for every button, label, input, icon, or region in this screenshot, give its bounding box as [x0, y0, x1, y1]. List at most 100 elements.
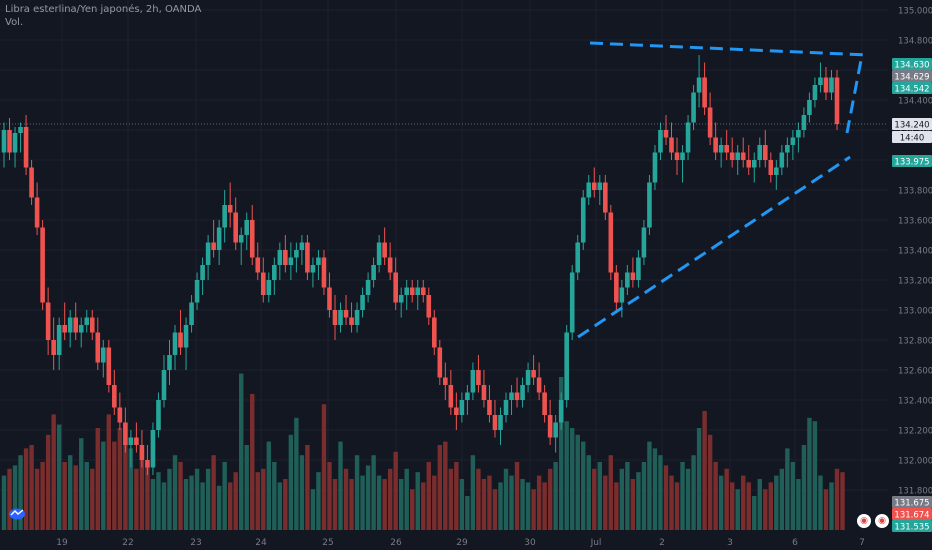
- candle-body: [211, 242, 216, 250]
- price-tick-label: 134.400: [898, 97, 932, 107]
- candle-body: [796, 130, 801, 138]
- volume-bar: [597, 462, 602, 530]
- volume-bar: [641, 462, 647, 530]
- candle-body: [73, 317, 79, 333]
- volume-bar: [45, 434, 51, 530]
- candle-body: [393, 272, 398, 303]
- volume-bar: [360, 475, 365, 530]
- time-axis[interactable]: 19 22 23 24 25 26 29 30 Jul 2 3 6 7: [56, 538, 865, 548]
- volume-bar: [658, 455, 663, 530]
- volume-bar: [294, 417, 299, 530]
- volume-bar: [840, 472, 845, 530]
- price-tick-label: 133.800: [898, 187, 932, 197]
- candle-body: [134, 437, 139, 445]
- candle-body: [443, 377, 448, 385]
- candle-body: [327, 287, 332, 310]
- candle-body: [128, 437, 134, 445]
- candle-body: [768, 160, 774, 175]
- time-tick-label: 30: [524, 538, 536, 548]
- candle-body: [216, 227, 222, 250]
- volume-bar: [647, 441, 652, 530]
- volume-bar: [387, 468, 393, 530]
- candle-body: [597, 182, 603, 190]
- volume-bar: [189, 475, 194, 530]
- volume-bar: [553, 462, 558, 530]
- candle-body: [829, 77, 834, 93]
- countdown-badge-bg: [892, 131, 932, 143]
- candle-body: [762, 145, 768, 160]
- volume-bar: [29, 445, 34, 530]
- volume-bar: [421, 482, 426, 530]
- candle-body: [547, 415, 553, 438]
- alert-bell-icon[interactable]: ◉: [875, 514, 889, 528]
- candle-body: [818, 77, 823, 85]
- candle-body: [536, 377, 542, 393]
- volume-bar: [735, 489, 740, 530]
- candle-body: [652, 152, 658, 183]
- price-tick-label: 131.800: [898, 487, 932, 497]
- volume-bar: [570, 428, 575, 530]
- volume-bar: [823, 489, 829, 530]
- volume-bar: [818, 475, 823, 530]
- volume-bar: [575, 434, 580, 530]
- volume-bar: [691, 455, 696, 530]
- alert-bell-icon[interactable]: ◉: [857, 514, 871, 528]
- volume-bar: [227, 482, 233, 530]
- candle-body: [156, 400, 161, 430]
- time-tick-label: 25: [322, 538, 333, 548]
- candle-body: [520, 385, 525, 400]
- candle-body: [713, 137, 718, 153]
- volume-bar: [531, 489, 536, 530]
- candle-body: [696, 77, 702, 93]
- volume-bar: [718, 475, 724, 530]
- volume-bar: [741, 475, 746, 530]
- candle-body: [305, 242, 310, 273]
- candle-body: [812, 85, 818, 100]
- candle-body: [89, 317, 95, 333]
- volume-bar: [266, 441, 271, 530]
- volume-bar: [481, 479, 487, 530]
- volume-bar: [696, 428, 702, 530]
- volume-bar: [101, 441, 106, 530]
- volume-bar: [476, 468, 481, 530]
- candle-body: [404, 287, 410, 295]
- volume-bar: [338, 441, 343, 530]
- volume-bar: [514, 462, 520, 530]
- grid: [0, 0, 888, 530]
- candle-body: [834, 77, 840, 124]
- volume-bar: [7, 468, 12, 530]
- candle-body: [387, 257, 393, 273]
- volume-bar: [415, 472, 420, 530]
- candle-body: [724, 145, 729, 153]
- candle-body: [29, 167, 34, 198]
- candle-body: [757, 145, 763, 160]
- trendlines[interactable]: [577, 41, 869, 339]
- volume-bar: [255, 472, 260, 530]
- time-tick-label: 7: [859, 538, 865, 548]
- candle-body: [150, 430, 156, 468]
- time-tick-label: 22: [122, 538, 133, 548]
- volume-bar: [398, 479, 404, 530]
- volume-bar: [581, 441, 586, 530]
- volume-bar: [669, 475, 674, 530]
- volume-bar: [84, 462, 89, 530]
- volume-bar: [834, 468, 840, 530]
- candle-body: [84, 317, 90, 325]
- candle-body: [729, 152, 735, 160]
- candle-body: [785, 145, 790, 153]
- candle-body: [172, 332, 178, 355]
- trendline: [589, 41, 869, 57]
- candle-body: [200, 265, 205, 280]
- volume-bar: [18, 455, 23, 530]
- volume-bar: [156, 472, 161, 530]
- price-tick-label: 132.400: [898, 397, 932, 407]
- candle-body: [139, 445, 145, 460]
- volume-bar: [702, 411, 707, 530]
- candle-body: [233, 212, 238, 243]
- candle-body: [310, 265, 316, 273]
- volume-bar: [542, 482, 547, 530]
- volume-bar: [652, 448, 658, 530]
- candle-body: [492, 415, 498, 430]
- candle-body: [354, 310, 360, 325]
